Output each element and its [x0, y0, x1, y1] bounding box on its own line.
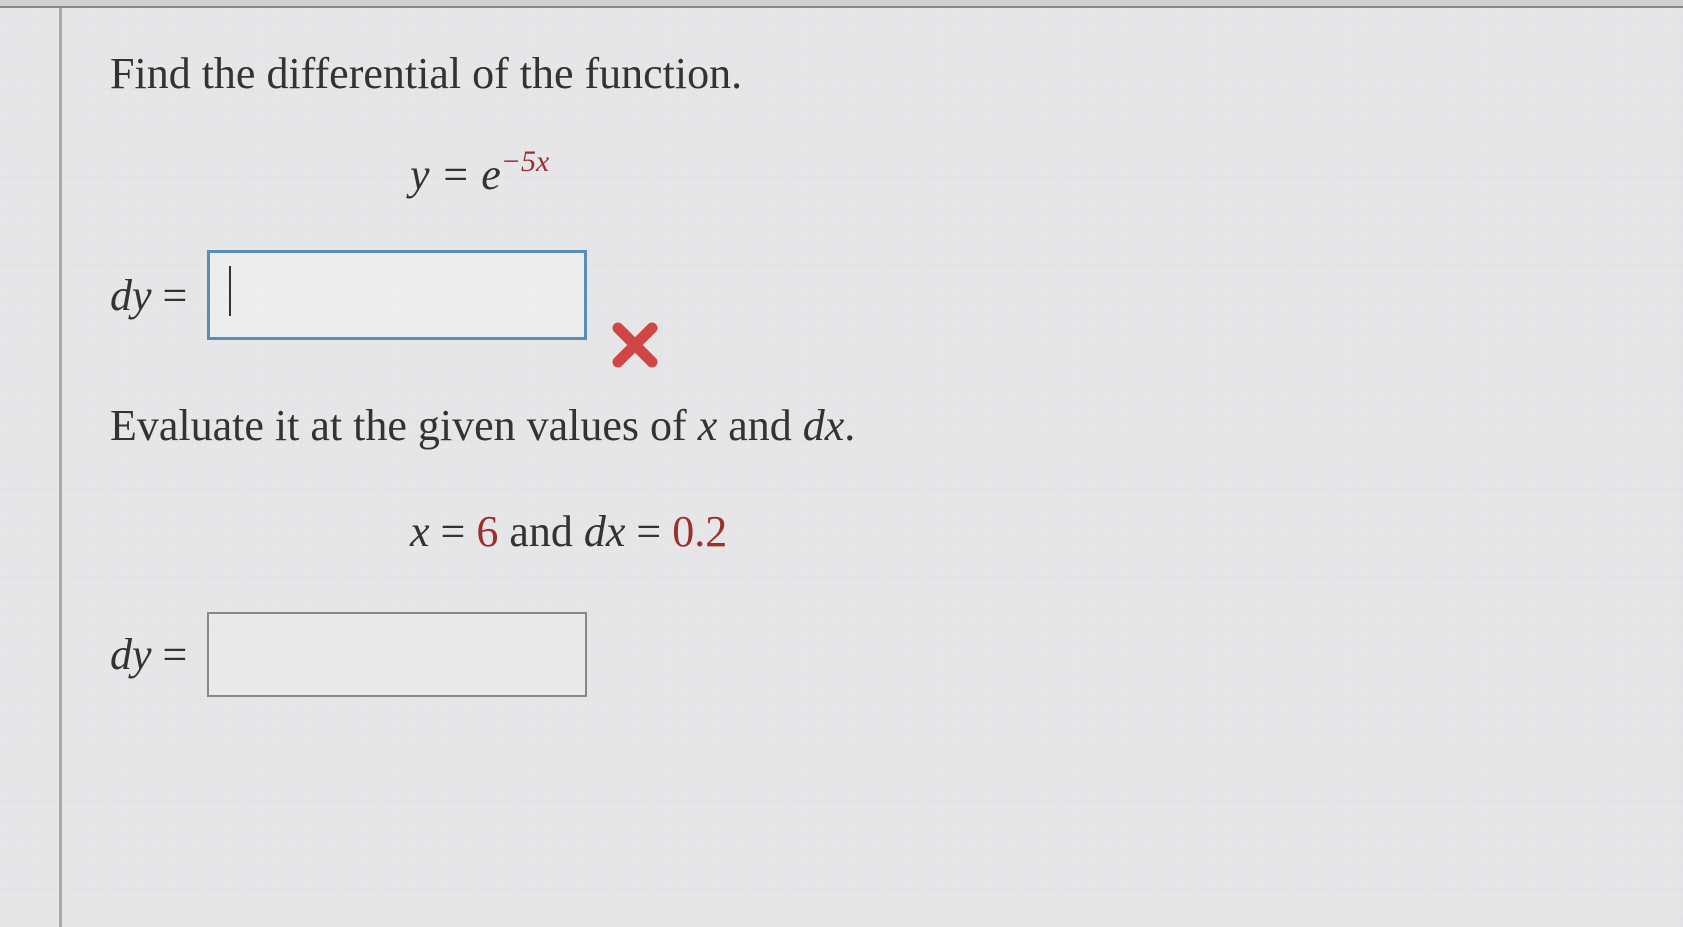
- eval-and: and: [717, 401, 803, 450]
- dy-equals-2: =: [152, 630, 188, 679]
- eq-equals: =: [430, 150, 482, 199]
- eval-text-1: Evaluate it at the given values of: [110, 401, 698, 450]
- eval-x: x: [698, 401, 718, 450]
- eq-exponent: −5x: [501, 145, 550, 178]
- given-dx-eq: =: [625, 507, 672, 556]
- given-dx-val: 0.2: [672, 507, 727, 556]
- evaluate-prompt: Evaluate it at the given values of x and…: [110, 400, 1623, 451]
- dy-input-1[interactable]: [207, 250, 587, 340]
- given-and: and: [498, 507, 584, 556]
- left-border: [0, 8, 62, 927]
- prompt-text: Find the differential of the function.: [110, 48, 1623, 99]
- given-x-eq: =: [430, 507, 477, 556]
- dy-label-2: dy =: [110, 629, 187, 680]
- input-cursor: [229, 266, 231, 316]
- answer-row-1: dy =: [110, 250, 1623, 340]
- eq-base: e: [481, 150, 501, 199]
- given-values: x = 6 and dx = 0.2: [410, 506, 1623, 557]
- dy-label-1: dy =: [110, 270, 187, 321]
- question-content: Find the differential of the function. y…: [110, 48, 1623, 757]
- eval-dx: dx: [803, 401, 845, 450]
- function-equation: y = e−5x: [410, 149, 1623, 200]
- given-x-label: x: [410, 507, 430, 556]
- top-border: [0, 0, 1683, 8]
- dy-text-1: dy: [110, 271, 152, 320]
- dy-input-2[interactable]: [207, 612, 587, 697]
- eval-period: .: [844, 401, 855, 450]
- answer-row-2: dy =: [110, 612, 1623, 697]
- dy-equals-1: =: [152, 271, 188, 320]
- given-dx-label: dx: [584, 507, 626, 556]
- given-x-val: 6: [476, 507, 498, 556]
- eq-lhs: y: [410, 150, 430, 199]
- dy-text-2: dy: [110, 630, 152, 679]
- incorrect-icon: [610, 320, 660, 370]
